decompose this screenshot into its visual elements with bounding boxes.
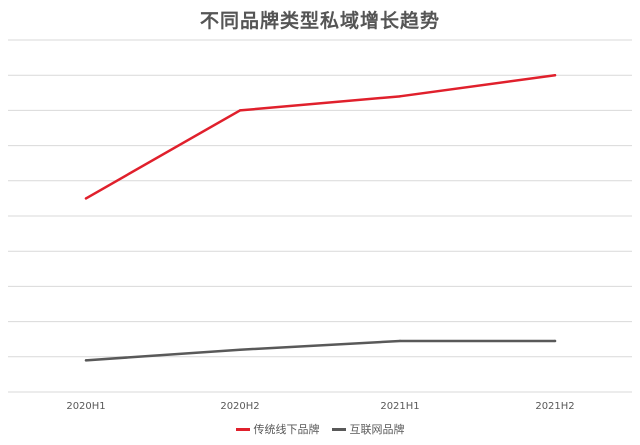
legend-label-1: 互联网品牌 <box>349 423 405 436</box>
legend-item-1[interactable]: 互联网品牌 <box>331 421 405 437</box>
data-point-0-0[interactable] <box>84 197 88 200</box>
x-tick-label: 2020H2 <box>220 401 259 412</box>
series-lines <box>84 73 557 362</box>
x-tick-label: 2021H2 <box>535 401 574 412</box>
legend-item-0[interactable]: 传统线下品牌 <box>235 421 320 437</box>
data-point-1-0[interactable] <box>84 359 88 362</box>
data-point-0-2[interactable] <box>398 95 402 98</box>
legend-swatch-1 <box>331 427 346 431</box>
legend-label-0: 传统线下品牌 <box>253 423 320 436</box>
legend-swatch-0 <box>235 427 250 431</box>
data-point-0-3[interactable] <box>553 74 557 77</box>
chart-title: 不同品牌类型私域增长趋势 <box>199 10 440 32</box>
gridlines <box>8 39 632 393</box>
legend: 传统线下品牌 互联网品牌 <box>0 421 640 437</box>
data-point-1-3[interactable] <box>553 339 557 343</box>
x-axis-tick-labels: 2020H1 2020H2 2021H1 2021H2 <box>66 401 574 412</box>
series-line-0[interactable] <box>84 73 557 200</box>
x-tick-label: 2021H1 <box>380 401 419 412</box>
series-line-1[interactable] <box>84 339 557 362</box>
data-point-0-1[interactable] <box>238 109 242 112</box>
data-point-1-1[interactable] <box>238 348 242 351</box>
data-point-1-2[interactable] <box>398 339 402 343</box>
x-tick-label: 2020H1 <box>66 401 105 412</box>
